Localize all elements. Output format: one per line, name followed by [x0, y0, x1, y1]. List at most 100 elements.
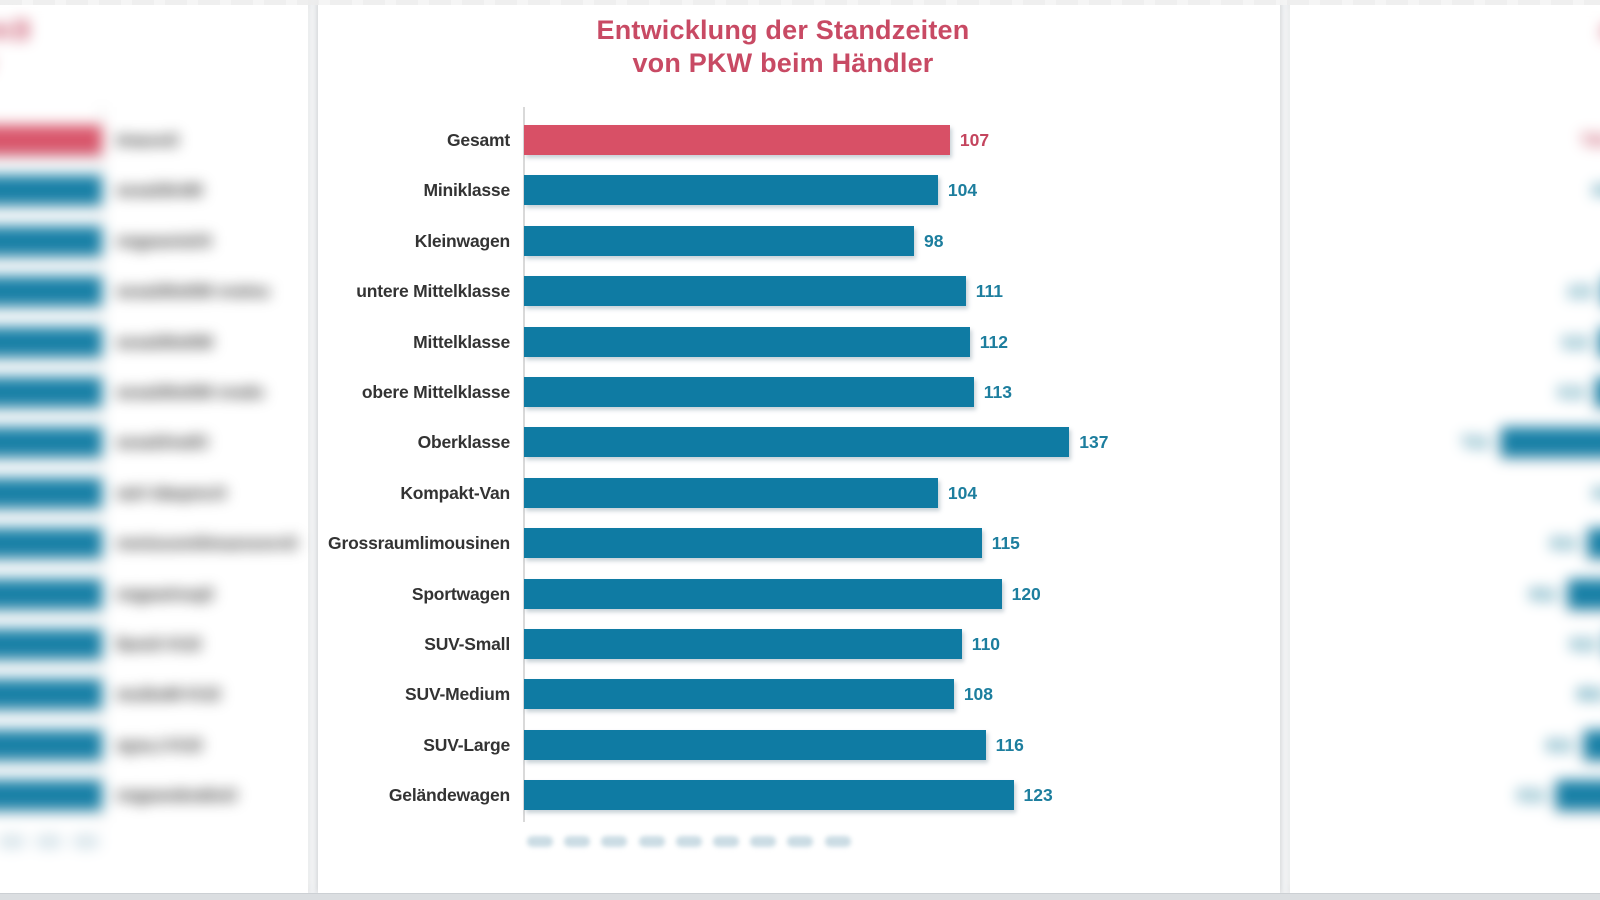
bar-chart: Entwicklung der Standzeiten von PKW beim…: [0, 0, 308, 893]
bar-chart: Entwicklung der Standzeiten von PKW beim…: [1290, 0, 1600, 893]
bar: [0, 679, 102, 710]
bottom-edge-strip: [0, 893, 1600, 900]
value-label: 108: [1576, 684, 1600, 705]
value-label: 115: [1550, 533, 1579, 554]
category-label: Kleinwagen: [414, 230, 510, 251]
blurred-axis-label: [73, 836, 99, 847]
chart-title-line2: von PKW beim Händler: [632, 48, 934, 78]
previous-slide-preview[interactable]: Entwicklung der Standzeiten von PKW beim…: [0, 0, 308, 893]
category-label: Sportwagen: [116, 583, 215, 604]
category-label: obere Mittelklasse: [361, 382, 510, 402]
blurred-axis-label: [601, 836, 628, 847]
category-label: SUV-Small: [424, 634, 510, 654]
value-label: 123: [1517, 785, 1547, 806]
category-label: SUV-Large: [116, 734, 203, 755]
category-label: Miniklasse: [116, 180, 203, 201]
blurred-axis-label: [527, 836, 553, 847]
value-label: 120: [1011, 583, 1041, 604]
value-label: 115: [991, 533, 1020, 554]
blurred-axis-label: [713, 836, 739, 847]
category-label: Kompakt-Van: [116, 482, 226, 503]
chart-title-line1: Entwicklung der Standzeiten: [596, 15, 970, 45]
value-label: 107: [1580, 130, 1600, 150]
value-label: 116: [1546, 734, 1575, 755]
category-label: Grossraumlimousinen: [116, 533, 298, 554]
bar: [524, 578, 1002, 609]
bar-row: Grossraumlimousinen 115: [318, 528, 1280, 559]
bar: [0, 175, 102, 206]
bar: [0, 629, 102, 659]
chart-title: Entwicklung der Standzeiten von PKW beim…: [0, 14, 308, 80]
category-label: Grossraumlimousinen: [328, 533, 510, 554]
bar-row: SUV-Small 110: [318, 629, 1280, 659]
value-label: 137: [1461, 432, 1491, 453]
bar-row: obere Mittelklasse 113: [318, 377, 1280, 407]
category-label: Gesamt: [447, 130, 510, 150]
category-label: untere Mittelklasse: [356, 281, 510, 302]
bar: [0, 427, 102, 458]
value-label: 98: [924, 230, 944, 251]
bar: [0, 225, 102, 256]
category-label: Miniklasse: [423, 180, 510, 201]
previous-slide-blurred-chart: Entwicklung der Standzeiten von PKW beim…: [0, 0, 308, 893]
bar: [0, 276, 102, 307]
chart-title: Entwicklung der Standzeiten von PKW beim…: [318, 14, 1248, 80]
value-label: 104: [947, 482, 978, 503]
value-label: 104: [1593, 175, 1600, 205]
category-label: untere Mittelklasse: [116, 281, 270, 302]
bar: [1584, 729, 1600, 760]
category-label: obere Mittelklasse: [116, 382, 265, 402]
bar-row: Kleinwagen 98: [318, 225, 1280, 256]
bar-row: untere Mittelklasse 111: [318, 276, 1280, 307]
category-label: SUV-Small: [116, 634, 202, 654]
value-label: 111: [975, 281, 1004, 302]
blurred-axis-label: [675, 836, 702, 847]
bar: [524, 477, 938, 508]
value-label: 111: [1566, 281, 1595, 302]
chart-title-line1: Entwicklung der Standzeiten: [1322, 14, 1600, 47]
bar: [0, 477, 102, 508]
bar: [524, 729, 986, 760]
blurred-axis-label: [0, 836, 25, 847]
value-label: 104: [1593, 478, 1600, 508]
blurred-axis-label: [35, 836, 62, 847]
bar: [0, 326, 102, 357]
value-label: 137: [1079, 432, 1109, 453]
category-label: SUV-Large: [423, 734, 510, 755]
category-axis-line: [101, 107, 103, 822]
next-slide-preview[interactable]: Entwicklung der Standzeiten von PKW beim…: [1290, 0, 1600, 893]
chart-title-line2: von PKW beim Händler: [1322, 47, 1600, 80]
bar: [524, 175, 938, 206]
bar: [1556, 780, 1600, 811]
value-label: 113: [1558, 382, 1587, 402]
next-slide-blurred-chart: Entwicklung der Standzeiten von PKW beim…: [1290, 0, 1600, 893]
value-label: 120: [1529, 583, 1559, 604]
bar: [524, 377, 974, 407]
top-edge-strip: [0, 0, 1600, 5]
chart-title-line1: Entwicklung der Standzeiten: [0, 15, 30, 45]
category-label: Kompakt-Van: [400, 482, 510, 503]
bar: [524, 780, 1014, 811]
